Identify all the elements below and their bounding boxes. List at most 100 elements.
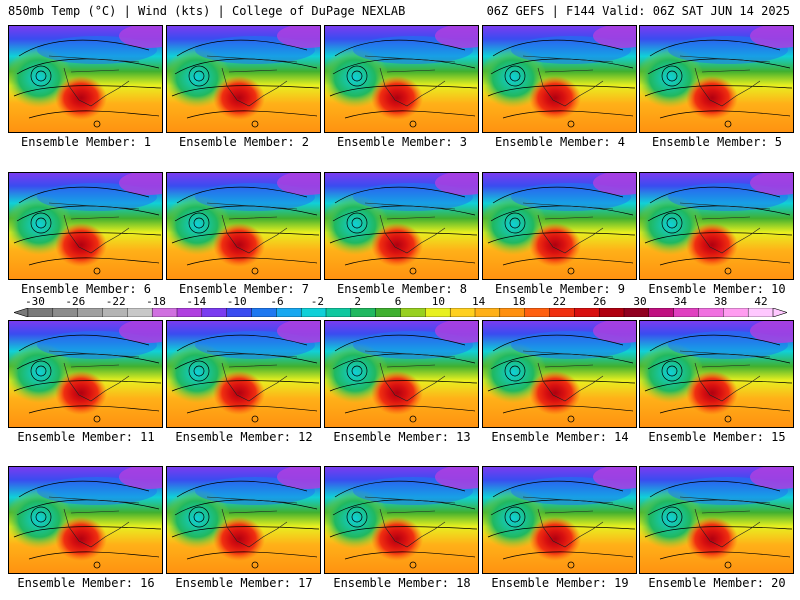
scale-swatch [623,308,650,317]
ensemble-map-panel [482,172,637,280]
scale-swatch [176,308,203,317]
temperature-map [9,321,162,427]
ensemble-member-label: Ensemble Member: 13 [333,430,471,444]
ensemble-member-label: Ensemble Member: 19 [491,576,629,590]
ensemble-map-panel [166,320,321,428]
scale-swatch [648,308,675,317]
ensemble-map-panel [482,320,637,428]
scale-swatch [27,308,54,317]
ensemble-member-label: Ensemble Member: 10 [648,282,786,296]
scale-swatch [524,308,550,317]
scale-swatch [226,308,253,317]
ensemble-member-label: Ensemble Member: 1 [20,135,152,149]
temperature-map [483,26,636,132]
chart-title: 850mb Temp (°C) | Wind (kts) | College o… [8,4,406,18]
scale-swatch [549,308,575,317]
scale-swatch [673,308,700,317]
ensemble-member-label: Ensemble Member: 6 [20,282,152,296]
temperature-map [167,467,320,573]
ensemble-map-panel [166,172,321,280]
scale-tick-label: 22 [552,295,566,308]
scale-tick-label: -6 [270,295,284,308]
scale-swatch [747,308,774,317]
model-run-info: 06Z GEFS | F144 Valid: 06Z SAT JUN 14 20… [486,4,790,18]
scale-swatch [77,308,104,317]
ensemble-map-panel [166,466,321,574]
scale-swatch [425,308,451,317]
scale-tick-label: -18 [146,295,166,308]
scale-tick-label: -30 [25,295,45,308]
scale-arrow-right [772,308,787,317]
scale-tick-label: -14 [186,295,207,308]
scale-tick-label: 14 [472,295,486,308]
ensemble-member-label: Ensemble Member: 5 [651,135,783,149]
temperature-map [483,321,636,427]
scale-swatch [723,308,749,317]
ensemble-member-label: Ensemble Member: 14 [491,430,629,444]
ensemble-map-panel [324,466,479,574]
scale-tick-label: 6 [394,295,402,308]
temperature-map [640,321,793,427]
scale-swatch [201,308,228,317]
scale-tick-label: 2 [354,295,361,308]
ensemble-member-label: Ensemble Member: 4 [494,135,626,149]
scale-swatch [276,308,302,317]
temperature-map [167,26,320,132]
ensemble-member-label: Ensemble Member: 9 [494,282,626,296]
scale-swatch [375,308,401,317]
scale-swatch [598,308,625,317]
ensemble-map-panel [639,466,794,574]
color-scale-bar [14,308,787,317]
ensemble-member-label: Ensemble Member: 3 [336,135,468,149]
ensemble-member-label: Ensemble Member: 11 [17,430,155,444]
ensemble-map-panel [324,172,479,280]
ensemble-member-label: Ensemble Member: 16 [17,576,155,590]
scale-tick-label: -22 [105,295,126,308]
scale-swatch [499,308,526,317]
ensemble-map-panel [639,320,794,428]
temperature-map [640,26,793,132]
temperature-map [640,173,793,279]
temperature-map [9,26,162,132]
scale-swatch [574,308,600,317]
scale-tick-label: 26 [593,295,607,308]
scale-tick-label: 38 [714,295,728,308]
temperature-map [483,173,636,279]
scale-tick-label: -26 [65,295,86,308]
temperature-map [640,467,793,573]
temperature-map [325,321,478,427]
scale-swatch [474,308,501,317]
ensemble-map-panel [8,466,163,574]
ensemble-member-label: Ensemble Member: 7 [178,282,310,296]
scale-swatch [400,308,426,317]
ensemble-map-panel [166,25,321,133]
scale-tick-label: 10 [431,295,445,308]
scale-tick-label: 42 [754,295,768,308]
temperature-map [9,467,162,573]
ensemble-map-panel [639,172,794,280]
temperature-map [167,173,320,279]
temperature-map [325,26,478,132]
color-scale-labels: -30 -26 -22 -18 -14 -10 -6 -2 2 6 10 14 18 22 26 30 34 38… [0,296,800,308]
ensemble-map-panel [639,25,794,133]
temperature-map [9,173,162,279]
ensemble-member-label: Ensemble Member: 20 [648,576,786,590]
scale-swatch [251,308,277,317]
scale-swatch [350,308,377,317]
scale-tick-label: -10 [226,295,247,308]
temperature-map [325,467,478,573]
scale-swatch [151,308,178,317]
ensemble-member-label: Ensemble Member: 15 [648,430,786,444]
ensemble-map-panel [482,466,637,574]
ensemble-map-panel [8,172,163,280]
ensemble-map-panel [324,320,479,428]
ensemble-member-label: Ensemble Member: 8 [336,282,468,296]
scale-arrow-left [14,308,29,317]
scale-tick-label: 34 [673,295,687,308]
temperature-map [325,173,478,279]
ensemble-member-label: Ensemble Member: 2 [178,135,310,149]
ensemble-map-panel [8,25,163,133]
scale-tick-label: 30 [633,295,647,308]
temperature-map [167,321,320,427]
scale-swatch [300,308,327,317]
